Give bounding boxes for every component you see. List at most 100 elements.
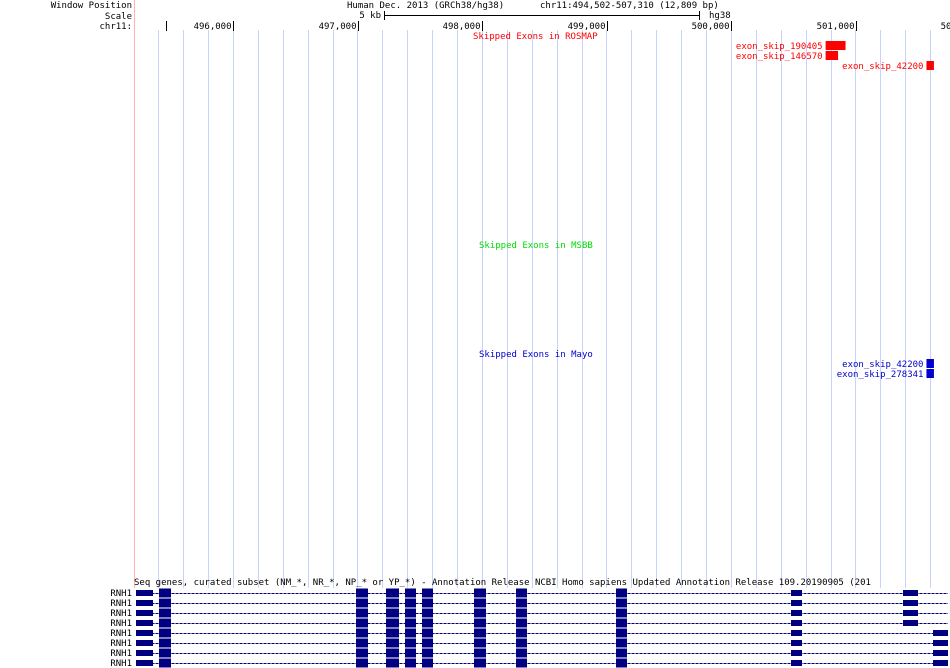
gene-exon-block[interactable] <box>159 638 171 648</box>
gene-exon-block[interactable] <box>933 660 948 666</box>
gene-exon-block[interactable] <box>516 648 527 658</box>
gene-exon-block[interactable] <box>136 660 153 666</box>
gene-exon-block[interactable] <box>405 608 416 618</box>
gene-exon-block[interactable] <box>136 620 153 626</box>
gene-exon-block[interactable] <box>159 648 171 658</box>
gene-exon-block[interactable] <box>386 618 399 628</box>
gene-exon-block[interactable] <box>405 648 416 658</box>
gene-exon-block[interactable] <box>356 648 368 658</box>
gene-exon-block[interactable] <box>422 608 433 618</box>
gene-exon-block[interactable] <box>474 648 486 658</box>
gene-name-label: RNH1 <box>110 629 132 639</box>
scale-db-label: hg38 <box>709 11 731 21</box>
gene-exon-block[interactable] <box>516 638 527 648</box>
gene-exon-block[interactable] <box>422 598 433 608</box>
gene-exon-block[interactable] <box>616 618 627 628</box>
gene-exon-block[interactable] <box>422 588 433 598</box>
gene-exon-block[interactable] <box>136 650 153 656</box>
gene-exon-block[interactable] <box>616 598 627 608</box>
gene-exon-block[interactable] <box>386 648 399 658</box>
gene-exon-block[interactable] <box>791 590 802 596</box>
gene-exon-block[interactable] <box>422 638 433 648</box>
gene-exon-block[interactable] <box>356 638 368 648</box>
gene-exon-block[interactable] <box>356 598 368 608</box>
gene-exon-block[interactable] <box>516 618 527 628</box>
gene-exon-block[interactable] <box>386 638 399 648</box>
gene-exon-block[interactable] <box>405 658 416 668</box>
gene-exon-block[interactable] <box>405 598 416 608</box>
gene-exon-block[interactable] <box>933 640 948 646</box>
rosmap-exon-block[interactable] <box>825 41 846 50</box>
gene-exon-block[interactable] <box>791 600 802 606</box>
gene-exon-block[interactable] <box>405 638 416 648</box>
gene-exon-block[interactable] <box>159 588 171 598</box>
gene-exon-block[interactable] <box>356 618 368 628</box>
gene-exon-block[interactable] <box>136 590 153 596</box>
gene-exon-block[interactable] <box>616 588 627 598</box>
gene-exon-block[interactable] <box>516 608 527 618</box>
gene-exon-block[interactable] <box>422 648 433 658</box>
gene-exon-block[interactable] <box>903 610 918 616</box>
gene-exon-block[interactable] <box>903 620 918 626</box>
gene-exon-block[interactable] <box>422 618 433 628</box>
mayo-track-title: Skipped Exons in Mayo <box>479 350 593 360</box>
gene-exon-block[interactable] <box>791 660 802 666</box>
gene-exon-block[interactable] <box>903 590 918 596</box>
gene-exon-block[interactable] <box>474 588 486 598</box>
gene-exon-block[interactable] <box>356 588 368 598</box>
gene-exon-block[interactable] <box>136 630 153 636</box>
gene-exon-block[interactable] <box>356 658 368 668</box>
gene-exon-block[interactable] <box>386 588 399 598</box>
gene-exon-block[interactable] <box>933 650 948 656</box>
ruler-position-label: 502,000 <box>941 22 950 32</box>
gene-exon-block[interactable] <box>474 618 486 628</box>
gene-exon-block[interactable] <box>405 618 416 628</box>
gene-exon-block[interactable] <box>159 658 171 668</box>
gene-exon-block[interactable] <box>474 638 486 648</box>
gene-exon-block[interactable] <box>616 638 627 648</box>
gene-exon-block[interactable] <box>386 598 399 608</box>
gene-exon-block[interactable] <box>386 658 399 668</box>
gene-exon-block[interactable] <box>474 608 486 618</box>
gene-exon-block[interactable] <box>405 588 416 598</box>
gene-exon-block[interactable] <box>516 588 527 598</box>
gene-exon-block[interactable] <box>422 628 433 638</box>
gene-exon-block[interactable] <box>616 658 627 668</box>
rosmap-exon-block[interactable] <box>926 61 934 70</box>
gene-exon-block[interactable] <box>159 628 171 638</box>
gene-exon-block[interactable] <box>136 610 153 616</box>
mayo-exon-block[interactable] <box>926 359 934 368</box>
gene-exon-block[interactable] <box>474 628 486 638</box>
gene-exon-block[interactable] <box>616 628 627 638</box>
gene-exon-block[interactable] <box>405 628 416 638</box>
gene-exon-block[interactable] <box>616 608 627 618</box>
gene-exon-block[interactable] <box>903 600 918 606</box>
gene-exon-block[interactable] <box>422 658 433 668</box>
gene-exon-block[interactable] <box>791 640 802 646</box>
gene-exon-block[interactable] <box>933 630 948 636</box>
gene-exon-block[interactable] <box>356 628 368 638</box>
gene-exon-block[interactable] <box>159 618 171 628</box>
gene-exon-block[interactable] <box>791 630 802 636</box>
gene-exon-block[interactable] <box>616 648 627 658</box>
gene-exon-block[interactable] <box>516 658 527 668</box>
rosmap-exon-block[interactable] <box>825 51 839 60</box>
gene-name-label: RNH1 <box>110 589 132 599</box>
mayo-exon-block[interactable] <box>926 369 934 378</box>
gene-exon-block[interactable] <box>136 640 153 646</box>
gene-exon-block[interactable] <box>159 608 171 618</box>
gene-exon-block[interactable] <box>791 610 802 616</box>
gene-exon-block[interactable] <box>386 608 399 618</box>
gene-exon-block[interactable] <box>791 620 802 626</box>
gene-exon-block[interactable] <box>356 608 368 618</box>
gene-exon-block[interactable] <box>516 598 527 608</box>
gene-exon-block[interactable] <box>474 598 486 608</box>
gene-exon-block[interactable] <box>791 650 802 656</box>
gene-exon-block[interactable] <box>136 600 153 606</box>
gene-exon-block[interactable] <box>474 658 486 668</box>
gene-exon-block[interactable] <box>516 628 527 638</box>
gene-exon-block[interactable] <box>159 598 171 608</box>
gene-exon-block[interactable] <box>386 628 399 638</box>
